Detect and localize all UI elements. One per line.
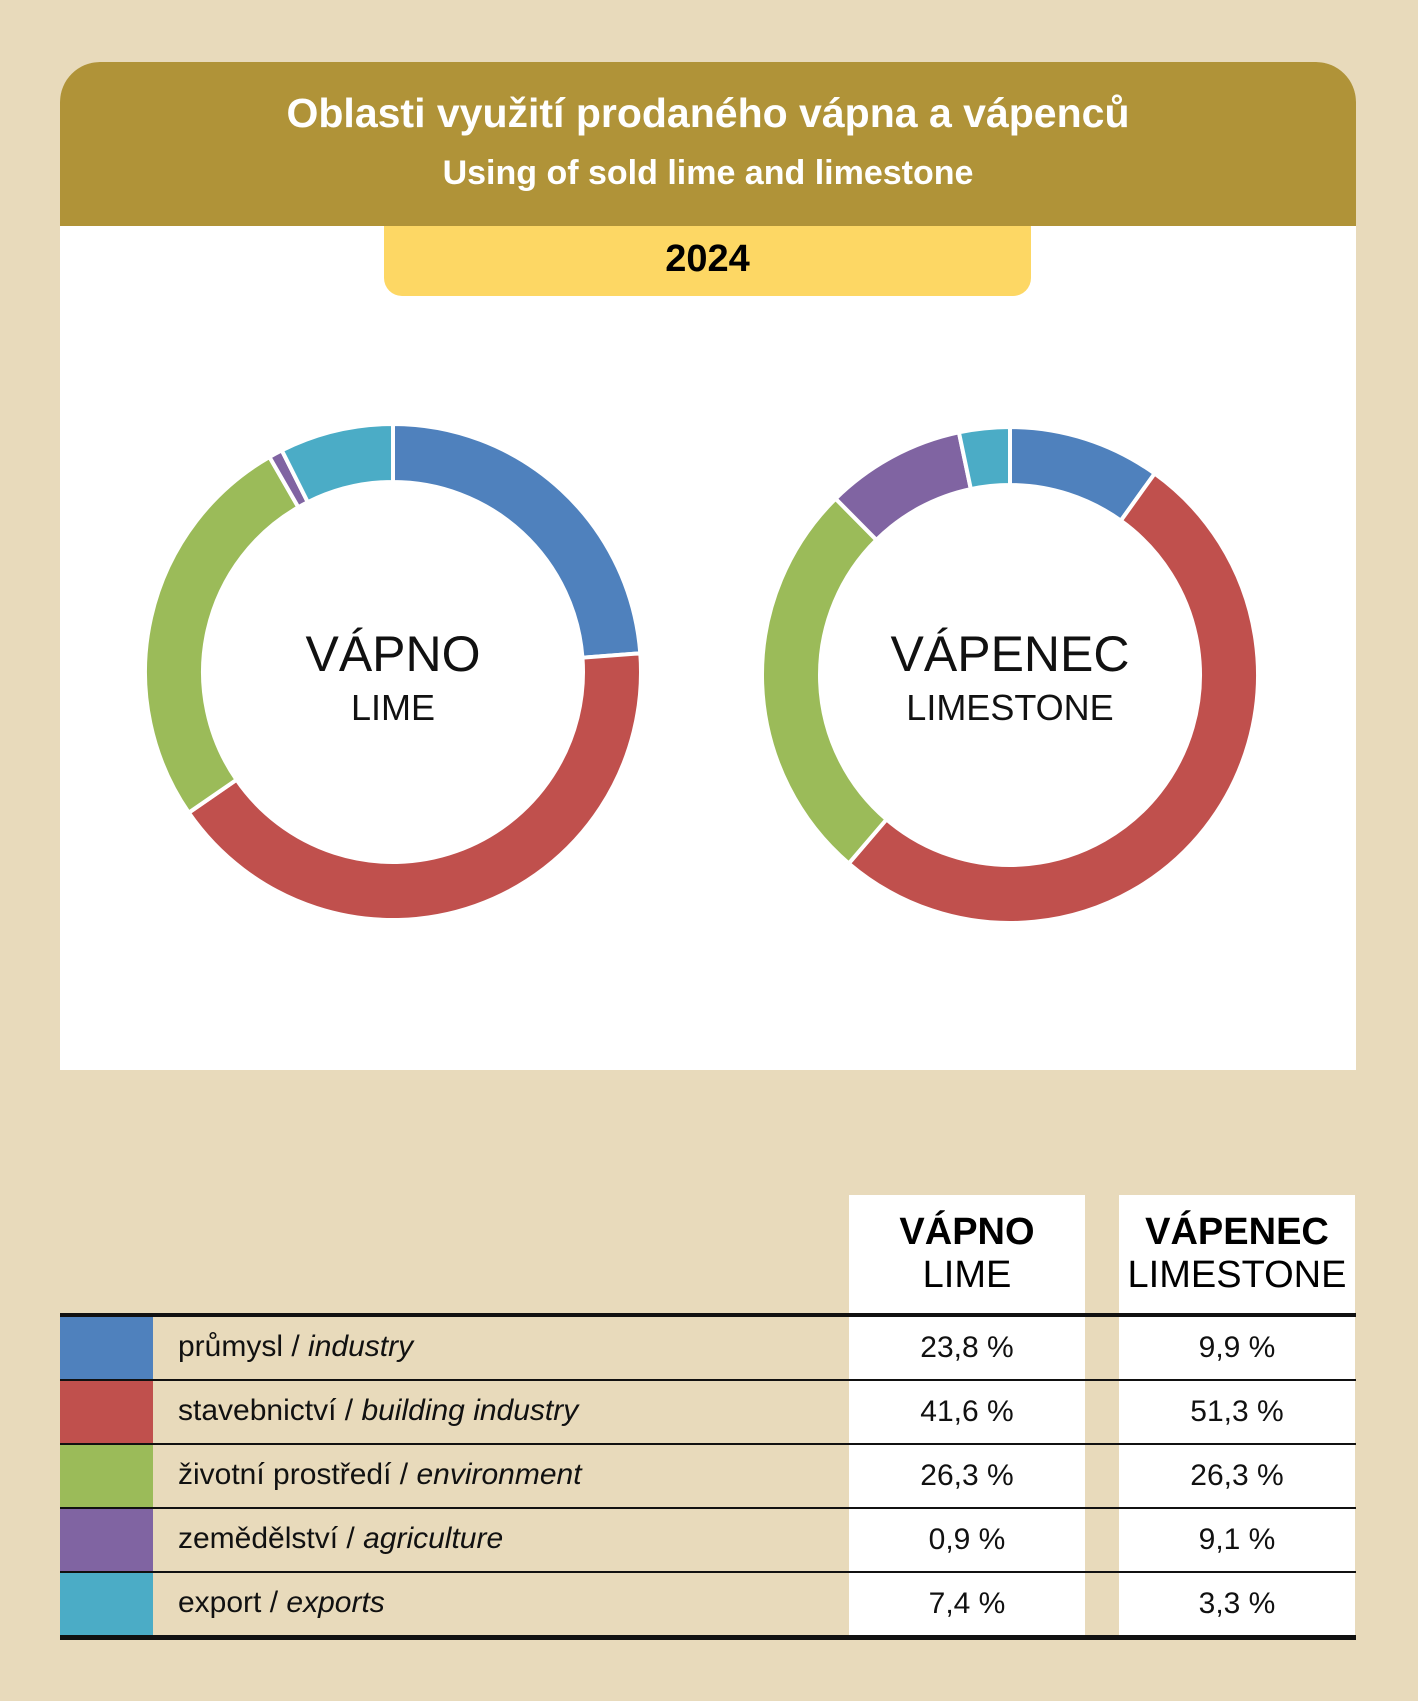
donut-label-lime: VÁPNO LIME	[305, 626, 481, 728]
category-label: stavebnictví / building industry	[178, 1394, 579, 1427]
chart-card: Oblasti využití prodaného vápna a vápenc…	[60, 62, 1356, 1070]
lime-value: 0,9 %	[849, 1509, 1085, 1571]
category-label: průmysl / industry	[178, 1330, 414, 1363]
data-table: průmysl / industry 23,8 % 9,9 % stavebni…	[60, 1313, 1356, 1640]
category-label: export / exports	[178, 1586, 385, 1619]
donut-segment	[279, 421, 395, 505]
color-swatch	[60, 1509, 153, 1571]
lime-value: 23,8 %	[849, 1317, 1085, 1379]
subtitle: Using of sold lime and limestone	[442, 154, 974, 192]
lime-value: 7,4 %	[849, 1573, 1085, 1635]
donut-segment	[845, 470, 1261, 925]
limestone-value: 9,9 %	[1119, 1317, 1355, 1379]
color-swatch	[60, 1573, 153, 1635]
limestone-value: 51,3 %	[1119, 1381, 1355, 1443]
category-label: životní prostředí / environment	[178, 1458, 582, 1491]
column-header-limestone: VÁPENEC LIMESTONE	[1119, 1195, 1355, 1313]
color-swatch	[60, 1381, 153, 1443]
donut-segment	[185, 651, 643, 922]
column-header-lime: VÁPNO LIME	[849, 1195, 1085, 1313]
donut-charts	[145, 421, 1261, 925]
limestone-value: 3,3 %	[1119, 1573, 1355, 1635]
category-label: zemědělství / agriculture	[178, 1522, 504, 1555]
color-swatch	[60, 1445, 153, 1507]
donut-segment	[391, 421, 643, 660]
limestone-value: 9,1 %	[1119, 1509, 1355, 1571]
header: Oblasti využití prodaného vápna a vápenc…	[60, 62, 1356, 226]
limestone-value: 26,3 %	[1119, 1445, 1355, 1507]
donut-label-limestone: VÁPENEC LIMESTONE	[890, 626, 1130, 728]
table-row: zemědělství / agriculture 0,9 % 9,1 %	[60, 1507, 1356, 1571]
year-tab: 2024	[384, 226, 1031, 296]
table-row: stavebnictví / building industry 41,6 % …	[60, 1379, 1356, 1443]
donut-segment	[956, 424, 1012, 492]
table-row: průmysl / industry 23,8 % 9,9 %	[60, 1317, 1356, 1379]
lime-value: 26,3 %	[849, 1445, 1085, 1507]
title: Oblasti využití prodaného vápna a vápenc…	[286, 90, 1130, 136]
table-row: export / exports 7,4 % 3,3 %	[60, 1571, 1356, 1635]
color-swatch	[60, 1317, 153, 1379]
lime-value: 41,6 %	[849, 1381, 1085, 1443]
table-row: životní prostředí / environment 26,3 % 2…	[60, 1443, 1356, 1507]
